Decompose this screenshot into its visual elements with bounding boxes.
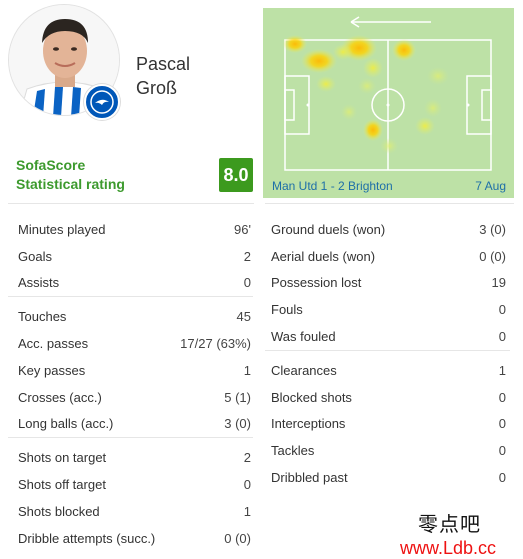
stat-value: 2 xyxy=(243,450,251,466)
stat-value: 0 xyxy=(498,389,506,405)
stats-group: Clearances 1 Blocked shots 0 Interceptions 0 T… xyxy=(265,357,510,491)
stat-value: 5 (1) xyxy=(224,389,251,405)
stat-label: Minutes played xyxy=(18,221,106,237)
divider xyxy=(265,203,514,204)
stats-group: Minutes played 96' Goals 2 Assists 0 xyxy=(8,216,253,298)
stat-value: 96' xyxy=(234,221,251,237)
stat-label: Fouls xyxy=(271,302,303,318)
player-first-name: Pascal xyxy=(136,54,191,74)
stat-value: 3 (0) xyxy=(479,221,506,237)
stat-row: Touches 45 xyxy=(8,303,253,330)
stats-group: Touches 45 Acc. passes 17/27 (63%) Key passe… xyxy=(8,303,253,439)
stat-label: Touches xyxy=(18,309,67,325)
stat-row: Dribble attempts (succ.) 0 (0) xyxy=(8,525,253,552)
stat-label: Dribble attempts (succ.) xyxy=(18,530,156,546)
stat-row: Interceptions 0 xyxy=(265,411,510,438)
stat-row: Long balls (acc.) 3 (0) xyxy=(8,411,253,438)
stat-label: Clearances xyxy=(271,362,337,378)
stat-row: Clearances 1 xyxy=(265,357,510,384)
arrow-left-icon xyxy=(350,16,431,28)
stat-row: Shots on target 2 xyxy=(8,444,253,471)
stat-label: Possession lost xyxy=(271,275,362,291)
stat-value: 0 xyxy=(243,275,251,291)
stat-row: Shots blocked 1 xyxy=(8,498,253,525)
stat-value: 2 xyxy=(243,248,251,264)
rating-caption: Statistical rating xyxy=(16,176,125,192)
stats-right-column: Ground duels (won) 3 (0) Aerial duels (won… xyxy=(265,216,510,497)
stat-label: Acc. passes xyxy=(18,336,89,352)
match-link[interactable]: Man Utd 1 - 2 Brighton xyxy=(272,179,393,193)
stat-row: Acc. passes 17/27 (63%) xyxy=(8,330,253,357)
stat-row: Shots off target 0 xyxy=(8,471,253,498)
stat-label: Dribbled past xyxy=(271,470,348,486)
match-date: 7 Aug xyxy=(475,179,506,193)
player-name: Pascal Groß xyxy=(136,52,190,100)
stat-label: Shots blocked xyxy=(18,503,100,519)
stat-label: Goals xyxy=(18,248,52,264)
stat-label: Long balls (acc.) xyxy=(18,416,114,432)
stat-row: Goals 2 xyxy=(8,243,253,270)
heatmap-pitch xyxy=(283,16,492,171)
stats-left-column: Minutes played 96' Goals 2 Assists 0 Touches 45… xyxy=(8,216,253,558)
stat-label: Shots off target xyxy=(18,477,106,493)
stat-value: 1 xyxy=(498,362,506,378)
stat-row: Blocked shots 0 xyxy=(265,384,510,411)
stat-row: Aerial duels (won) 0 (0) xyxy=(265,243,510,270)
stat-value: 17/27 (63%) xyxy=(180,336,251,352)
stats-group: Shots on target 2 Shots off target 0 Shots b… xyxy=(8,444,253,551)
stat-label: Shots on target xyxy=(18,450,107,466)
stat-value: 1 xyxy=(243,503,251,519)
stat-label: Ground duels (won) xyxy=(271,221,386,237)
stat-value: 0 xyxy=(498,443,506,459)
stats-group: Ground duels (won) 3 (0) Aerial duels (won… xyxy=(265,216,510,351)
stat-row: Crosses (acc.) 5 (1) xyxy=(8,384,253,411)
stat-value: 0 xyxy=(498,416,506,432)
stat-value: 19 xyxy=(491,275,506,291)
stat-value: 0 xyxy=(498,470,506,486)
stat-value: 0 (0) xyxy=(479,248,506,264)
stat-row: Tackles 0 xyxy=(265,437,510,464)
player-avatar xyxy=(8,4,120,116)
stat-row: Fouls 0 xyxy=(265,296,510,323)
stat-value: 0 xyxy=(498,329,506,345)
stat-row: Ground duels (won) 3 (0) xyxy=(265,216,510,243)
stat-row: Was fouled 0 xyxy=(265,323,510,350)
stat-row: Assists 0 xyxy=(8,270,253,297)
watermark-text: 零点吧 xyxy=(418,512,481,536)
stat-label: Tackles xyxy=(271,443,315,459)
stat-label: Blocked shots xyxy=(271,389,352,405)
player-last-name: Groß xyxy=(136,78,178,98)
stat-value: 0 xyxy=(243,477,251,493)
stat-value: 0 (0) xyxy=(224,530,251,546)
watermark-url: www.Ldb.cc xyxy=(400,538,497,558)
rating-badge: 8.0 xyxy=(219,158,253,192)
stat-row: Dribbled past 0 xyxy=(265,464,510,491)
stat-label: Interceptions xyxy=(271,416,346,432)
stat-row: Minutes played 96' xyxy=(8,216,253,243)
stat-value: 0 xyxy=(498,302,506,318)
player-photo xyxy=(9,5,119,115)
rating-source: SofaScore xyxy=(16,157,86,173)
stat-label: Crosses (acc.) xyxy=(18,389,102,405)
stat-row: Possession lost 19 xyxy=(265,270,510,297)
stat-value: 3 (0) xyxy=(224,416,251,432)
divider xyxy=(8,203,254,204)
stat-label: Was fouled xyxy=(271,329,336,345)
stat-value: 45 xyxy=(236,309,251,325)
heatmap[interactable] xyxy=(263,8,514,198)
stat-value: 1 xyxy=(243,362,251,378)
rating-label: SofaScore Statistical rating xyxy=(16,156,125,194)
stat-label: Aerial duels (won) xyxy=(271,248,376,264)
club-badge-icon xyxy=(84,84,120,120)
stat-row: Key passes 1 xyxy=(8,357,253,384)
stat-label: Assists xyxy=(18,275,60,291)
stat-label: Key passes xyxy=(18,362,86,378)
